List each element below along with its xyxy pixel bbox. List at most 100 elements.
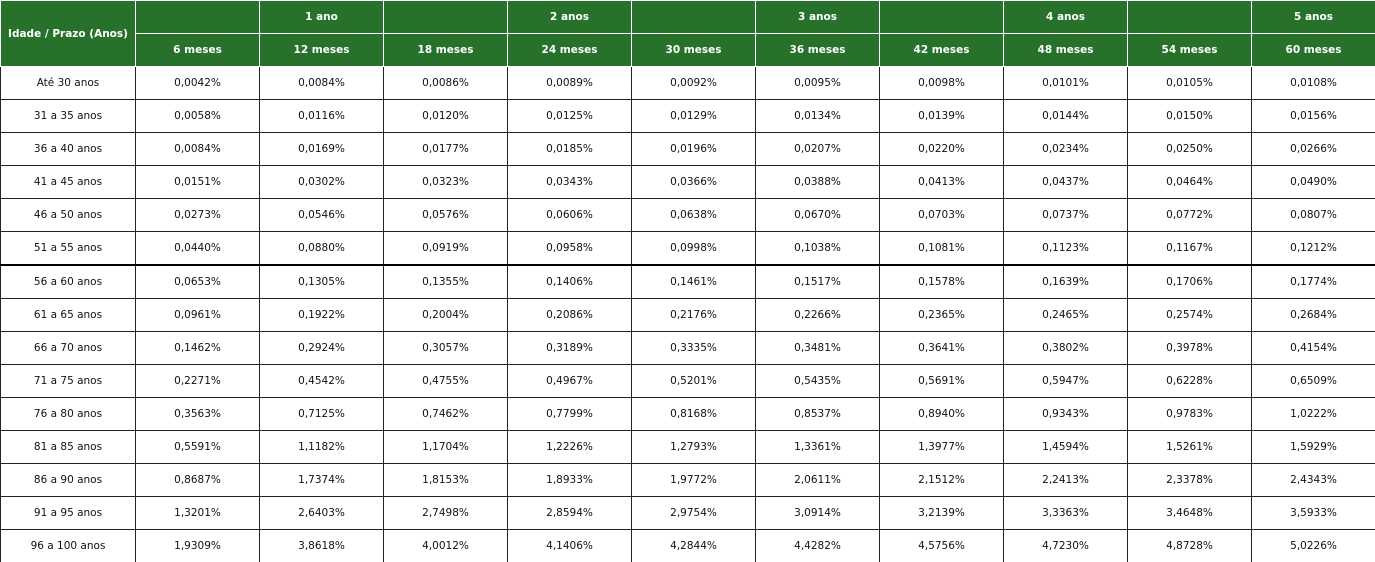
rate-cell: 0,0464% xyxy=(1127,165,1252,199)
rate-cell: 0,5591% xyxy=(135,430,260,464)
rate-cell: 0,5435% xyxy=(755,364,880,398)
rate-cell: 0,0129% xyxy=(631,99,756,133)
rate-cell: 0,0116% xyxy=(259,99,384,133)
rate-cell: 0,0177% xyxy=(383,132,508,166)
rate-cell: 0,0220% xyxy=(879,132,1004,166)
year-header xyxy=(1127,0,1252,34)
month-header: 24 meses xyxy=(507,33,632,67)
rate-cell: 1,7374% xyxy=(259,463,384,497)
rate-cell: 0,0125% xyxy=(507,99,632,133)
rate-cell: 0,2574% xyxy=(1127,298,1252,332)
age-label: 91 a 95 anos xyxy=(0,496,136,530)
rate-cell: 0,0134% xyxy=(755,99,880,133)
month-header: 12 meses xyxy=(259,33,384,67)
rate-cell: 0,2465% xyxy=(1003,298,1128,332)
table-row: 71 a 75 anos 0,2271% 0,4542% 0,4755% 0,4967%… xyxy=(0,364,1375,398)
table-row: 91 a 95 anos 1,3201% 2,6403% 2,7498% 2,8594%… xyxy=(0,496,1375,530)
month-header: 48 meses xyxy=(1003,33,1128,67)
rate-cell: 1,9309% xyxy=(135,529,260,562)
rate-cell: 2,3378% xyxy=(1127,463,1252,497)
rate-cell: 0,0120% xyxy=(383,99,508,133)
rate-cell: 3,8618% xyxy=(259,529,384,562)
rate-cell: 0,0196% xyxy=(631,132,756,166)
rate-cell: 0,4755% xyxy=(383,364,508,398)
rate-cell: 3,0914% xyxy=(755,496,880,530)
rate-cell: 1,3977% xyxy=(879,430,1004,464)
rate-cell: 0,1406% xyxy=(507,264,632,299)
rate-cell: 0,0576% xyxy=(383,198,508,232)
rate-cell: 0,4542% xyxy=(259,364,384,398)
age-label: Até 30 anos xyxy=(0,66,136,100)
rate-cell: 3,3363% xyxy=(1003,496,1128,530)
rate-cell: 0,2365% xyxy=(879,298,1004,332)
year-header: 1 ano xyxy=(259,0,384,34)
rate-cell: 3,4648% xyxy=(1127,496,1252,530)
rate-cell: 0,0880% xyxy=(259,231,384,266)
age-label: 51 a 55 anos xyxy=(0,231,136,266)
table-row: 36 a 40 anos 0,0084% 0,0169% 0,0177% 0,0185%… xyxy=(0,132,1375,166)
rate-cell: 2,0611% xyxy=(755,463,880,497)
rate-cell: 0,1212% xyxy=(1251,231,1375,266)
table-body: Até 30 anos 0,0042% 0,0084% 0,0086% 0,0089% 0… xyxy=(0,66,1375,562)
rate-cell: 0,0139% xyxy=(879,99,1004,133)
rate-cell: 0,0084% xyxy=(259,66,384,100)
table-row: 96 a 100 anos 1,9309% 3,8618% 4,0012% 4,1406… xyxy=(0,529,1375,562)
year-header: 2 anos xyxy=(507,0,632,34)
rate-cell: 0,0670% xyxy=(755,198,880,232)
rate-cell: 0,0098% xyxy=(879,66,1004,100)
rate-cell: 0,2266% xyxy=(755,298,880,332)
rate-cell: 0,0919% xyxy=(383,231,508,266)
rate-cell: 0,1038% xyxy=(755,231,880,266)
year-header xyxy=(383,0,508,34)
rate-cell: 1,1704% xyxy=(383,430,508,464)
rate-cell: 1,3201% xyxy=(135,496,260,530)
rate-cell: 4,7230% xyxy=(1003,529,1128,562)
rate-cell: 0,5947% xyxy=(1003,364,1128,398)
year-header xyxy=(135,0,260,34)
table-row: 76 a 80 anos 0,3563% 0,7125% 0,7462% 0,7799%… xyxy=(0,397,1375,431)
rate-cell: 0,0703% xyxy=(879,198,1004,232)
rate-cell: 0,1167% xyxy=(1127,231,1252,266)
rate-cell: 0,0273% xyxy=(135,198,260,232)
rate-cell: 0,9343% xyxy=(1003,397,1128,431)
month-header: 54 meses xyxy=(1127,33,1252,67)
table-row: 46 a 50 anos 0,0273% 0,0546% 0,0576% 0,0606%… xyxy=(0,198,1375,232)
rate-cell: 0,7462% xyxy=(383,397,508,431)
rate-cell: 1,0222% xyxy=(1251,397,1375,431)
rate-cell: 1,4594% xyxy=(1003,430,1128,464)
rate-cell: 1,1182% xyxy=(259,430,384,464)
year-header: 4 anos xyxy=(1003,0,1128,34)
rate-cell: 0,3641% xyxy=(879,331,1004,365)
rate-cell: 0,0437% xyxy=(1003,165,1128,199)
rate-cell: 1,3361% xyxy=(755,430,880,464)
rate-cell: 0,0058% xyxy=(135,99,260,133)
rate-cell: 0,9783% xyxy=(1127,397,1252,431)
rate-cell: 0,0366% xyxy=(631,165,756,199)
rate-cell: 0,2004% xyxy=(383,298,508,332)
rate-cell: 0,0151% xyxy=(135,165,260,199)
age-label: 86 a 90 anos xyxy=(0,463,136,497)
rate-cell: 4,4282% xyxy=(755,529,880,562)
rate-cell: 2,1512% xyxy=(879,463,1004,497)
rate-cell: 0,0638% xyxy=(631,198,756,232)
rate-cell: 4,1406% xyxy=(507,529,632,562)
rate-cell: 0,8168% xyxy=(631,397,756,431)
rate-cell: 0,3189% xyxy=(507,331,632,365)
rate-cell: 0,0108% xyxy=(1251,66,1375,100)
rate-cell: 0,0042% xyxy=(135,66,260,100)
rate-cell: 1,8153% xyxy=(383,463,508,497)
rate-cell: 1,5261% xyxy=(1127,430,1252,464)
rate-cell: 0,0207% xyxy=(755,132,880,166)
rate-cell: 1,9772% xyxy=(631,463,756,497)
rate-cell: 0,7799% xyxy=(507,397,632,431)
rate-cell: 0,3057% xyxy=(383,331,508,365)
age-label: 81 a 85 anos xyxy=(0,430,136,464)
rate-cell: 0,0089% xyxy=(507,66,632,100)
rate-cell: 0,0440% xyxy=(135,231,260,266)
rate-cell: 0,3978% xyxy=(1127,331,1252,365)
rate-cell: 0,0343% xyxy=(507,165,632,199)
rate-cell: 0,0413% xyxy=(879,165,1004,199)
rate-cell: 0,0606% xyxy=(507,198,632,232)
age-label: 76 a 80 anos xyxy=(0,397,136,431)
